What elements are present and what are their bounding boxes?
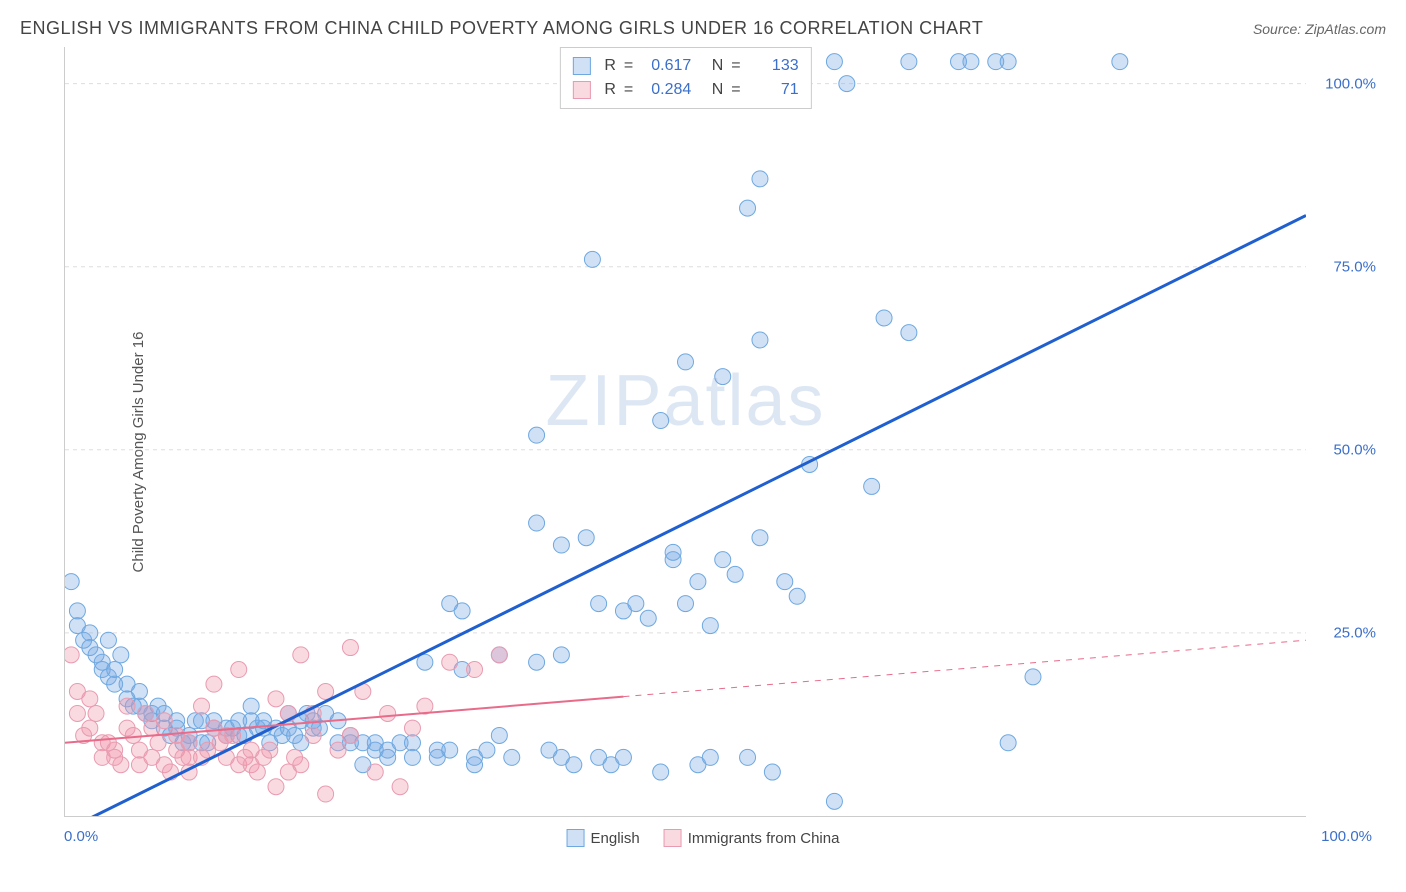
plot-region: ZIPatlas R = 0.617 N = 133 R = 0.284 [64, 47, 1306, 817]
y-tick-label: 100.0% [1325, 75, 1376, 92]
r-value-china: 0.284 [641, 78, 691, 102]
swatch-china-icon [664, 829, 682, 847]
scatter-svg [65, 47, 1306, 816]
swatch-english-icon [567, 829, 585, 847]
stats-row-china: R = 0.284 N = 71 [572, 78, 798, 102]
chart-header: ENGLISH VS IMMIGRANTS FROM CHINA CHILD P… [20, 18, 1386, 39]
stat-n-label: N [712, 78, 724, 102]
equals-sign: = [624, 78, 633, 102]
source-attribution: Source: ZipAtlas.com [1253, 21, 1386, 37]
legend-item-english: English [567, 829, 640, 847]
legend-item-china: Immigrants from China [664, 829, 840, 847]
stat-r-label: R [604, 54, 616, 78]
legend-label-china: Immigrants from China [688, 830, 840, 847]
stat-n-label: N [712, 54, 724, 78]
swatch-english-icon [572, 57, 590, 75]
equals-sign: = [624, 54, 633, 78]
equals-sign: = [731, 54, 740, 78]
r-value-english: 0.617 [641, 54, 691, 78]
legend-label-english: English [591, 830, 640, 847]
x-tick-min: 0.0% [64, 828, 98, 845]
x-tick-max: 100.0% [1321, 828, 1372, 845]
y-tick-label: 50.0% [1333, 441, 1376, 458]
n-value-china: 71 [749, 78, 799, 102]
stats-row-english: R = 0.617 N = 133 [572, 54, 798, 78]
chart-title: ENGLISH VS IMMIGRANTS FROM CHINA CHILD P… [20, 18, 983, 39]
y-tick-label: 25.0% [1333, 624, 1376, 641]
swatch-china-icon [572, 81, 590, 99]
y-tick-label: 75.0% [1333, 258, 1376, 275]
chart-area: Child Poverty Among Girls Under 16 ZIPat… [20, 47, 1386, 857]
correlation-stats-box: R = 0.617 N = 133 R = 0.284 N = 71 [559, 47, 811, 109]
equals-sign: = [731, 78, 740, 102]
bottom-legend: English Immigrants from China [567, 829, 840, 847]
stat-r-label: R [604, 78, 616, 102]
n-value-english: 133 [749, 54, 799, 78]
